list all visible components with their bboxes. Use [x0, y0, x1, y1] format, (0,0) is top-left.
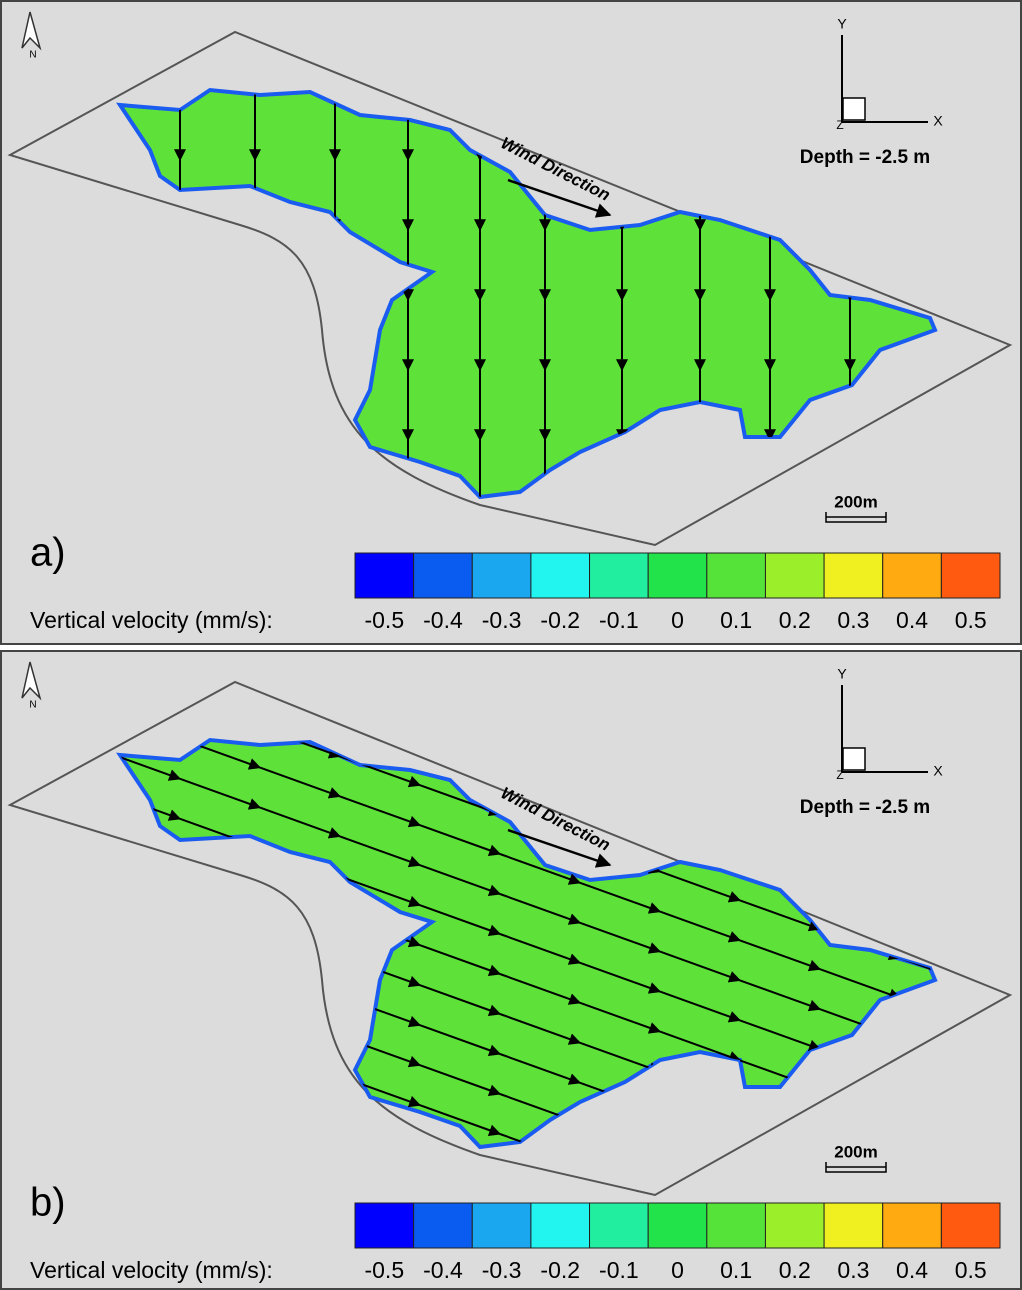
colorbar-box — [414, 553, 473, 598]
colorbar-tick-label: -0.5 — [364, 607, 404, 633]
colorbar-box — [941, 1203, 1000, 1248]
colorbar-box — [707, 553, 766, 598]
page: NYXZDepth = -2.5 mWind Direction200ma)Ve… — [0, 0, 1022, 1290]
colorbar-tick-label: 0.2 — [779, 607, 811, 633]
colorbar-box — [883, 553, 942, 598]
colorbar-box — [355, 1203, 414, 1248]
colorbar-box — [531, 553, 590, 598]
colorbar-tick-label: 0.4 — [896, 1257, 928, 1283]
axis-y-label: Y — [837, 666, 847, 682]
colorbar-box — [355, 553, 414, 598]
colorbar-tick-label: 0.1 — [720, 1257, 752, 1283]
colorbar-tick-label: 0.3 — [837, 1257, 869, 1283]
colorbar-box — [941, 553, 1000, 598]
colorbar-tick-label: -0.4 — [423, 1257, 463, 1283]
colorbar-tick-label: -0.4 — [423, 607, 463, 633]
colorbar-tick-label: 0.2 — [779, 1257, 811, 1283]
colorbar-tick-label: 0.1 — [720, 607, 752, 633]
panel-label: a) — [30, 531, 66, 575]
colorbar-box — [765, 553, 824, 598]
colorbar-tick-label: -0.3 — [482, 607, 522, 633]
axis-icon-box — [843, 748, 865, 770]
scale-bar-label: 200m — [834, 1142, 877, 1161]
axis-icon-box — [843, 98, 865, 120]
colorbar-box — [648, 553, 707, 598]
colorbar-box — [883, 1203, 942, 1248]
colorbar-tick-label: 0.5 — [955, 607, 987, 633]
colorbar-tick-label: 0.4 — [896, 607, 928, 633]
colorbar-box — [765, 1203, 824, 1248]
colorbar-box — [472, 1203, 531, 1248]
colorbar-label: Vertical velocity (mm/s): — [30, 607, 273, 633]
north-label: N — [29, 50, 36, 61]
axis-z-label: Z — [836, 118, 843, 132]
colorbar-box — [472, 553, 531, 598]
depth-label: Depth = -2.5 m — [800, 147, 930, 168]
north-label: N — [29, 700, 36, 711]
colorbar-box — [531, 1203, 590, 1248]
colorbar-tick-label: 0 — [671, 1257, 684, 1283]
colorbar-box — [590, 553, 649, 598]
colorbar-tick-label: -0.3 — [482, 1257, 522, 1283]
colorbar-label: Vertical velocity (mm/s): — [30, 1257, 273, 1283]
depth-label: Depth = -2.5 m — [800, 797, 930, 818]
colorbar-box — [414, 1203, 473, 1248]
panel-label: b) — [30, 1181, 66, 1225]
colorbar-box — [648, 1203, 707, 1248]
colorbar-tick-label: -0.2 — [540, 607, 580, 633]
colorbar-tick-label: 0.5 — [955, 1257, 987, 1283]
colorbar-tick-label: 0.3 — [837, 607, 869, 633]
colorbar-tick-label: -0.5 — [364, 1257, 404, 1283]
scale-bar-label: 200m — [834, 492, 877, 511]
colorbar-box — [590, 1203, 649, 1248]
colorbar-tick-label: 0 — [671, 607, 684, 633]
colorbar-box — [824, 1203, 883, 1248]
axis-z-label: Z — [836, 768, 843, 782]
axis-x-label: X — [933, 763, 943, 779]
colorbar-box — [824, 553, 883, 598]
colorbar-tick-label: -0.1 — [599, 607, 639, 633]
axis-y-label: Y — [837, 16, 847, 32]
colorbar-box — [707, 1203, 766, 1248]
colorbar-tick-label: -0.1 — [599, 1257, 639, 1283]
axis-x-label: X — [933, 113, 943, 129]
colorbar-tick-label: -0.2 — [540, 1257, 580, 1283]
